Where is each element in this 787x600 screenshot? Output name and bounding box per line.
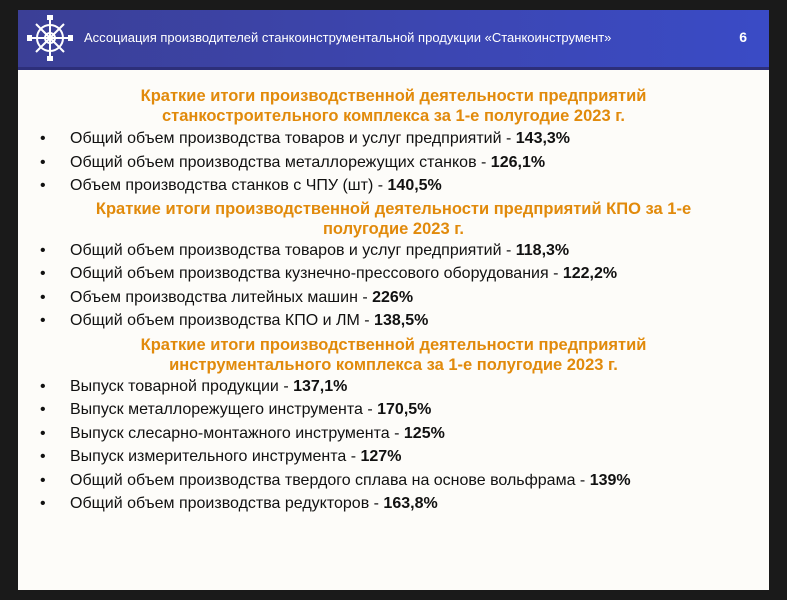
section-list-machine-tools: Общий объем производства товаров и услуг… bbox=[18, 127, 769, 198]
list-item: Общий объем производства КПО и ЛМ - 138,… bbox=[18, 309, 769, 333]
section-title-machine-tools: Краткие итоги производственной деятельно… bbox=[140, 87, 647, 125]
list-item: Общий объем производства твердого сплава… bbox=[18, 469, 769, 493]
list-item: Выпуск товарной продукции - 137,1% bbox=[18, 375, 769, 399]
slide-header: Ассоциация производителей станкоинструме… bbox=[18, 10, 769, 67]
slide: Ассоциация производителей станкоинструме… bbox=[18, 10, 769, 590]
list-item: Выпуск измерительного инструмента - 127% bbox=[18, 445, 769, 469]
list-item: Общий объем производства товаров и услуг… bbox=[18, 127, 769, 151]
section-list-tools: Выпуск товарной продукции - 137,1% Выпус… bbox=[18, 375, 769, 516]
section-list-kpo: Общий объем производства товаров и услуг… bbox=[18, 239, 769, 333]
header-divider bbox=[18, 67, 769, 70]
list-item: Общий объем производства кузнечно-прессо… bbox=[18, 262, 769, 286]
list-item: Общий объем производства товаров и услуг… bbox=[18, 239, 769, 263]
slide-content: Краткие итоги производственной деятельно… bbox=[18, 86, 769, 516]
gear-logo-icon bbox=[27, 15, 73, 61]
list-item: Общий объем производства редукторов - 16… bbox=[18, 492, 769, 516]
list-item: Выпуск слесарно-монтажного инструмента -… bbox=[18, 422, 769, 446]
list-item: Объем производства станков с ЧПУ (шт) - … bbox=[18, 174, 769, 198]
list-item: Общий объем производства металлорежущих … bbox=[18, 151, 769, 175]
list-item: Объем производства литейных машин - 226% bbox=[18, 286, 769, 310]
list-item: Выпуск металлорежущего инструмента - 170… bbox=[18, 398, 769, 422]
page-number: 6 bbox=[739, 29, 747, 45]
header-title: Ассоциация производителей станкоинструме… bbox=[84, 30, 612, 45]
section-title-kpo: Краткие итоги производственной деятельно… bbox=[95, 199, 692, 238]
section-title-tools: Краткие итоги производственной деятельно… bbox=[140, 335, 647, 374]
